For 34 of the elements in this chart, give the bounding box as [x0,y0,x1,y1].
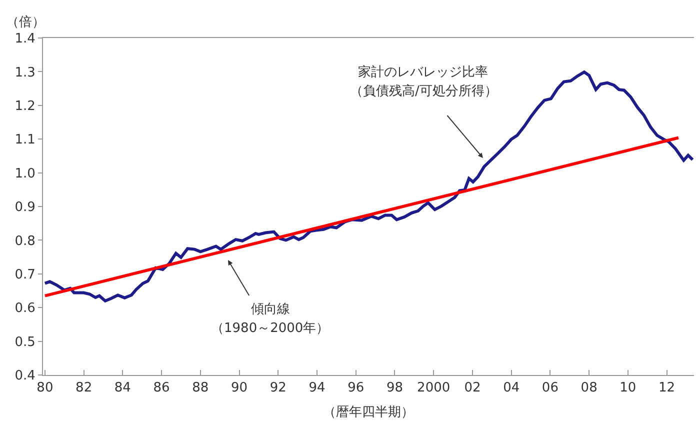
y-tick-label: 1.1 [14,132,36,148]
x-tick-label: 12 [658,380,676,396]
annotation: （1980～2000年） [211,321,330,336]
annotation: 傾向線 [251,302,290,317]
y-tick-label: 0.9 [14,200,36,216]
y-tick-label: 1.4 [14,32,36,47]
x-tick-label: 86 [153,380,170,396]
x-tick-label: 02 [464,380,481,396]
x-tick-label: 04 [503,380,520,396]
x-tick-label: 96 [348,380,364,396]
annotation: （負債残高/可処分所得） [350,83,498,99]
x-tick-label: 80 [36,380,54,396]
x-tick-label: 06 [542,380,558,396]
x-axis-title: （暦年四半期） [323,405,414,420]
x-tick-label: 82 [76,380,92,396]
x-tick-label: 90 [230,380,248,396]
annotation: 家計のレバレッジ比率 [358,64,488,80]
y-tick-label: 1.3 [14,65,36,80]
y-tick-label: 1.0 [14,166,36,182]
y-tick-label: 0.5 [14,334,36,350]
x-tick-label: 94 [308,380,326,396]
x-tick-label: 2000 [417,380,450,396]
y-tick-label: 0.8 [14,234,36,249]
x-tick-label: 84 [114,380,131,396]
y-tick-label: 0.7 [14,267,36,282]
x-tick-label: 10 [620,380,636,396]
x-tick-label: 08 [580,380,598,396]
x-tick-label: 98 [386,380,404,396]
y-axis-title: （倍） [6,15,45,30]
y-tick-label: 1.2 [14,98,36,114]
x-tick-label: 88 [192,380,209,396]
x-tick-label: 92 [270,380,286,396]
y-tick-label: 0.4 [14,368,36,384]
y-tick-label: 0.6 [14,301,36,316]
